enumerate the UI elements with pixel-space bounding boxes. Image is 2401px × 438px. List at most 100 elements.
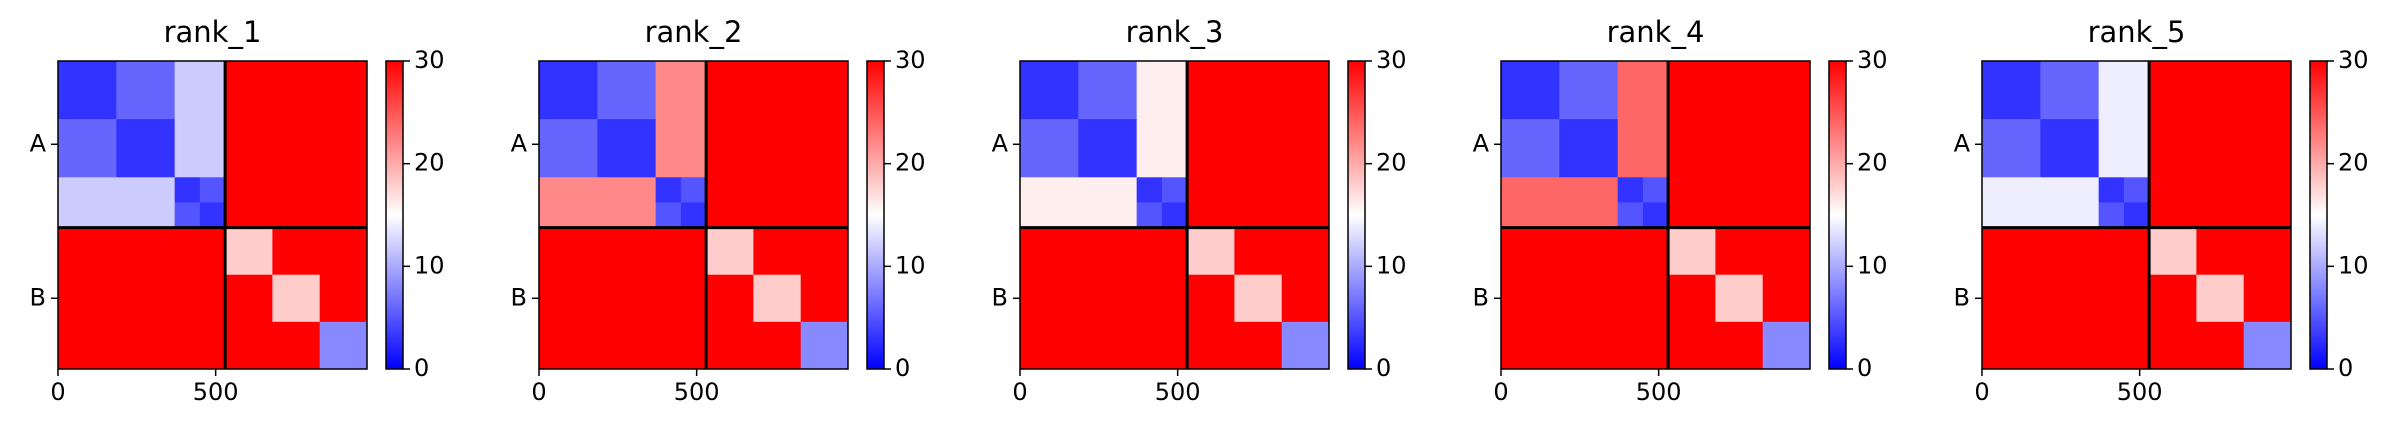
x-tick-label: 500: [1155, 378, 1201, 406]
heatmap-cell: [2149, 202, 2197, 229]
heatmap-cell: [1715, 202, 1764, 229]
heatmap-cell: [272, 274, 321, 323]
heatmap-cell: [1617, 321, 1644, 370]
heatmap-cell: [1136, 227, 1163, 276]
heatmap-cell: [58, 119, 117, 178]
heatmap-cell: [800, 321, 849, 370]
heatmap-cell: [1501, 177, 1560, 203]
heatmap-cell: [2098, 119, 2125, 178]
heatmap-cell: [199, 321, 226, 370]
heatmap-cell: [1559, 177, 1619, 203]
heatmap-cell: [2040, 321, 2100, 370]
heatmap-cell: [706, 227, 754, 276]
heatmap-cell: [2040, 61, 2100, 120]
heatmap-cell: [1715, 227, 1764, 276]
heatmap-cell: [225, 227, 273, 276]
heatmap-cell: [1642, 119, 1669, 178]
heatmap-cell: [2243, 321, 2292, 370]
colorbar-tick-label: 30: [414, 46, 445, 74]
heatmap-cell: [1187, 119, 1235, 178]
heatmap-cell: [655, 321, 682, 370]
heatmap-cell: [1187, 227, 1235, 276]
heatmap-cell: [319, 321, 368, 370]
heatmap-cell: [225, 202, 273, 229]
heatmap-cell: [272, 119, 321, 178]
heatmap-cell: [1187, 274, 1235, 323]
heatmap-cell: [1668, 119, 1716, 178]
colorbar-tick-label: 20: [1376, 149, 1407, 177]
heatmap-cell: [319, 202, 368, 229]
heatmap-cell: [1078, 321, 1138, 370]
heatmap-cell: [706, 61, 754, 120]
heatmap-cell: [225, 274, 273, 323]
heatmap-cell: [655, 202, 682, 229]
colorbar-tick-label: 20: [414, 149, 445, 177]
y-tick-label: B: [992, 283, 1008, 311]
heatmap-cell: [1559, 274, 1619, 323]
heatmap-cell: [1187, 177, 1235, 203]
heatmap-cell: [1136, 61, 1163, 120]
x-tick-label: 0: [1974, 378, 1989, 406]
heatmap-cell: [1161, 177, 1188, 203]
heatmap-cell: [680, 321, 707, 370]
heatmap-cell: [597, 274, 657, 323]
heatmap-cell: [1715, 119, 1764, 178]
heatmap-cell: [1281, 119, 1330, 178]
heatmap-cell: [2040, 177, 2100, 203]
heatmap-cell: [597, 321, 657, 370]
chart-title: rank_4: [1607, 15, 1705, 49]
heatmap-cell: [1136, 177, 1163, 203]
heatmap-cell: [272, 227, 321, 276]
heatmap-cell: [753, 227, 802, 276]
colorbar-tick-label: 0: [1857, 354, 1872, 382]
colorbar-tick-label: 30: [1376, 46, 1407, 74]
heatmap-cell: [174, 177, 201, 203]
heatmap-cell: [319, 61, 368, 120]
heatmap-cell: [319, 177, 368, 203]
y-tick-label: B: [30, 283, 46, 311]
heatmap-cell: [706, 202, 754, 229]
heatmap-cell: [1982, 61, 2041, 120]
heatmap-cell: [1020, 177, 1079, 203]
heatmap-cell: [539, 202, 598, 229]
y-tick-label: B: [511, 283, 527, 311]
heatmap-cell: [2196, 321, 2245, 370]
heatmap-cell: [706, 274, 754, 323]
heatmap-cell: [1020, 202, 1079, 229]
heatmap-cell: [680, 119, 707, 178]
heatmap-cell: [2196, 61, 2245, 120]
heatmap-cell: [1668, 202, 1716, 229]
heatmap-cell: [1136, 119, 1163, 178]
heatmap-cell: [1078, 202, 1138, 229]
heatmap-cell: [272, 61, 321, 120]
axes-frame: [1500, 60, 1811, 370]
heatmap-cell: [1642, 227, 1669, 276]
colorbar-tick-label: 20: [2338, 149, 2369, 177]
heatmap-cell: [1281, 202, 1330, 229]
heatmap-cell: [1617, 227, 1644, 276]
heatmap-cell: [1617, 274, 1644, 323]
heatmap-cell: [597, 227, 657, 276]
heatmap-cell: [1234, 227, 1283, 276]
heatmap-cell: [2040, 119, 2100, 178]
heatmap-cell: [2243, 202, 2292, 229]
heatmap-cell: [1617, 202, 1644, 229]
heatmap-cell: [706, 177, 754, 203]
heatmap-cell: [1234, 274, 1283, 323]
heatmap-cell: [225, 119, 273, 178]
heatmap-cell: [1234, 119, 1283, 178]
colorbar-tick-label: 10: [1376, 251, 1407, 279]
heatmap-cell: [2196, 274, 2245, 323]
heatmap-cell: [1281, 61, 1330, 120]
heatmap-cell: [680, 202, 707, 229]
heatmap-cell: [1501, 321, 1560, 370]
heatmap-cell: [1501, 119, 1560, 178]
axes-frame: [538, 60, 849, 370]
heatmap-cell: [539, 61, 598, 120]
heatmap-cell: [58, 274, 117, 323]
chart-title: rank_1: [164, 15, 262, 49]
heatmap-cell: [1234, 202, 1283, 229]
heatmap-cell: [1715, 177, 1764, 203]
colorbar-tick-label: 10: [895, 251, 926, 279]
